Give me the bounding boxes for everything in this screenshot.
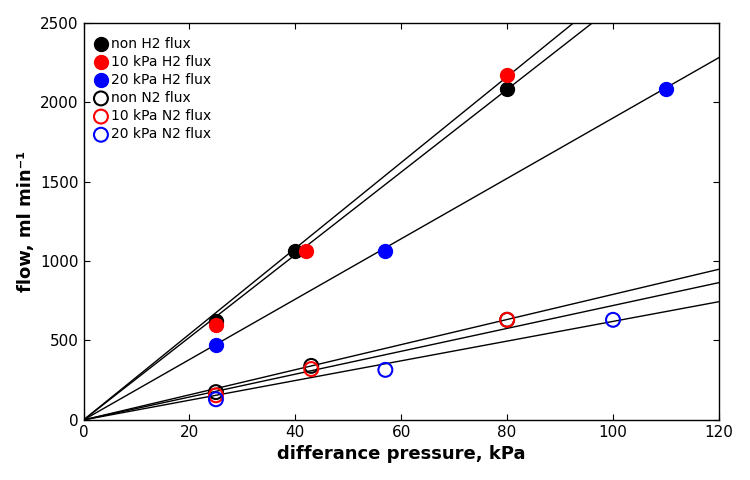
10 kPa N2 flux: [305, 365, 317, 373]
10 kPa H2 flux: [300, 248, 312, 255]
non H2 flux: [501, 85, 513, 93]
10 kPa H2 flux: [501, 71, 513, 79]
non N2 flux: [210, 388, 222, 396]
10 kPa N2 flux: [501, 316, 513, 324]
20 kPa N2 flux: [380, 366, 392, 374]
non H2 flux: [290, 248, 302, 255]
20 kPa H2 flux: [660, 85, 672, 93]
Legend: non H2 flux, 10 kPa H2 flux, 20 kPa H2 flux, non N2 flux, 10 kPa N2 flux, 20 kPa: non H2 flux, 10 kPa H2 flux, 20 kPa H2 f…: [91, 30, 218, 148]
X-axis label: differance pressure, kPa: differance pressure, kPa: [277, 445, 526, 463]
20 kPa N2 flux: [210, 396, 222, 403]
20 kPa H2 flux: [210, 341, 222, 349]
non N2 flux: [305, 362, 317, 370]
20 kPa N2 flux: [607, 316, 619, 324]
10 kPa N2 flux: [210, 392, 222, 399]
non N2 flux: [501, 316, 513, 324]
20 kPa H2 flux: [380, 248, 392, 255]
Y-axis label: flow, ml min⁻¹: flow, ml min⁻¹: [16, 151, 34, 292]
non H2 flux: [210, 318, 222, 325]
10 kPa H2 flux: [210, 321, 222, 328]
